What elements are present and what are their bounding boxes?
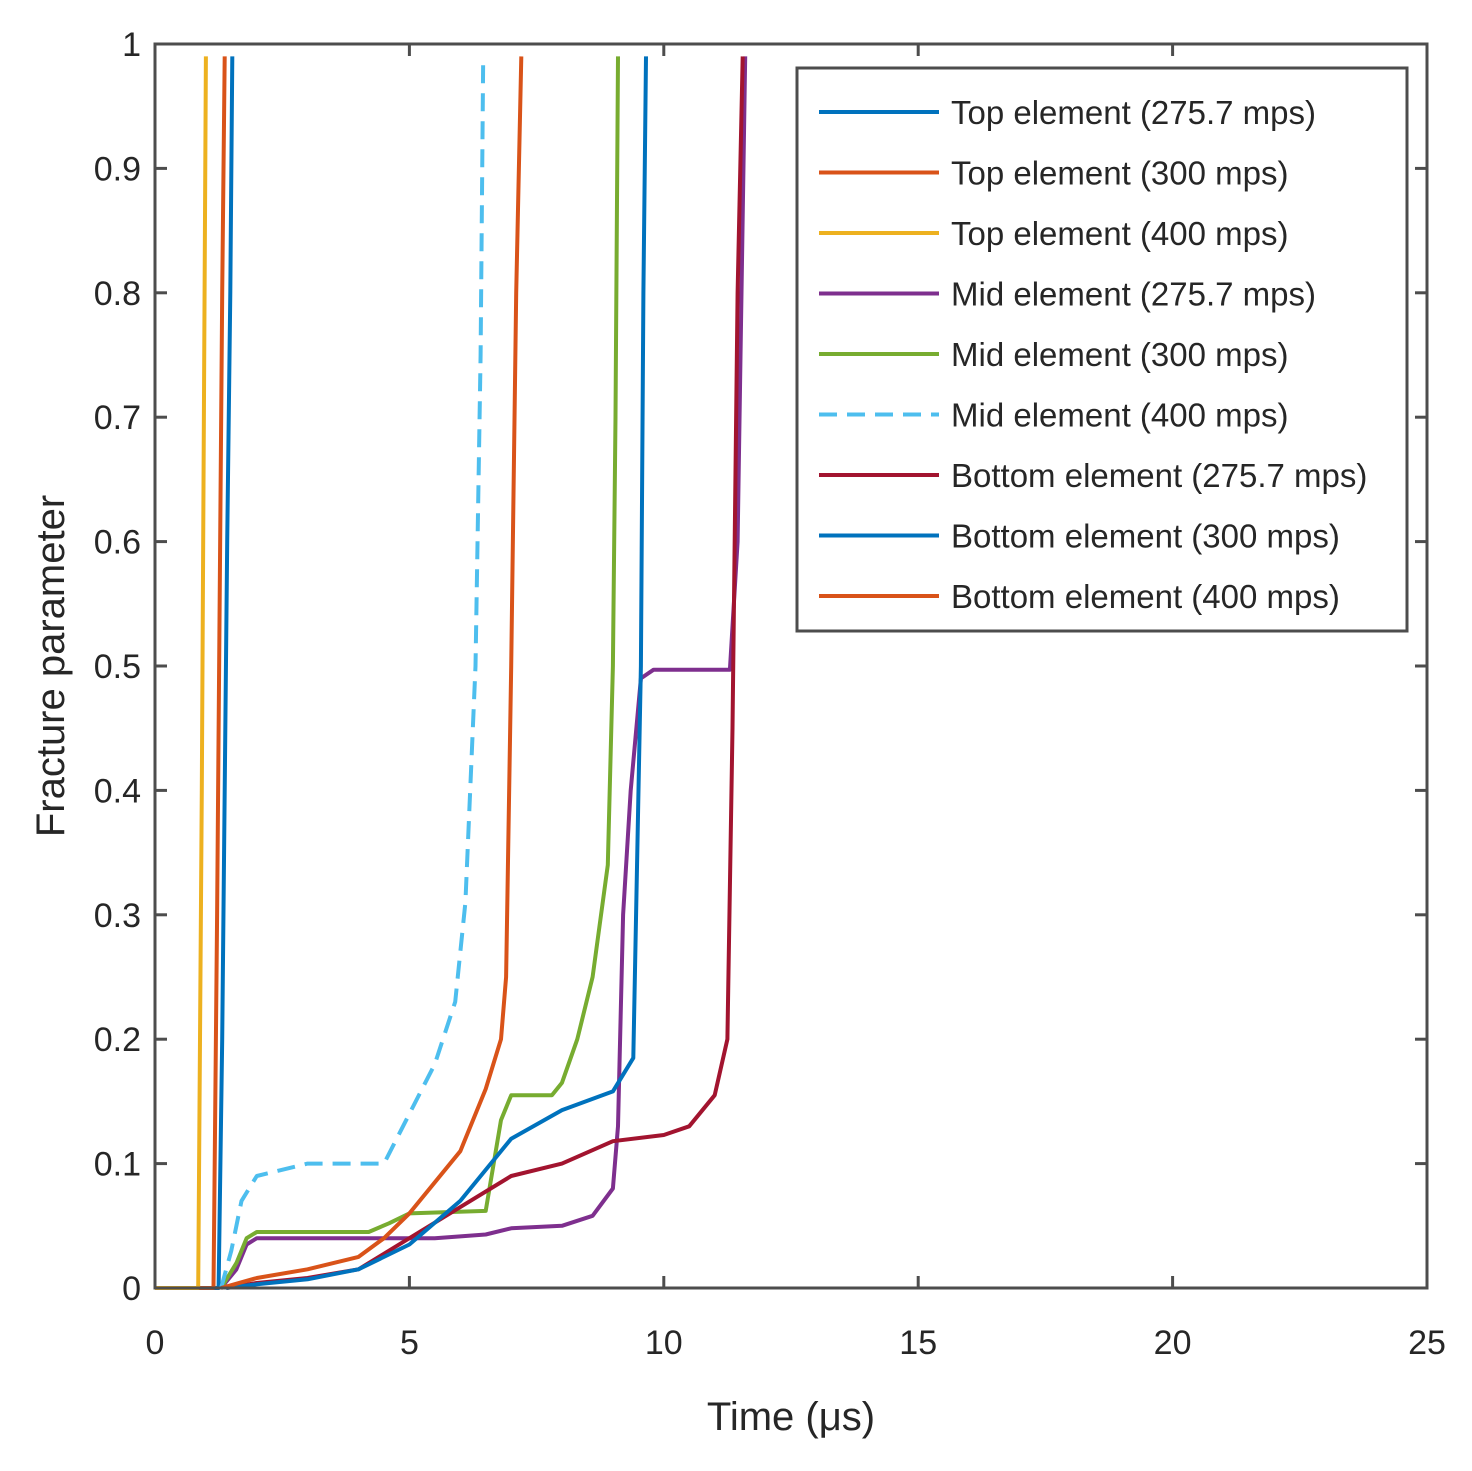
legend-label-9: Bottom element (400 mps): [951, 578, 1340, 615]
y-axis-title: Fracture parameter: [29, 495, 73, 837]
legend-label-8: Bottom element (300 mps): [951, 518, 1340, 555]
legend-label-4: Mid element (275.7 mps): [951, 276, 1316, 313]
x-tick-label: 10: [645, 1324, 683, 1362]
legend-label-1: Top element (275.7 mps): [951, 94, 1316, 131]
x-tick-label: 0: [146, 1324, 165, 1362]
legend-label-5: Mid element (300 mps): [951, 336, 1288, 373]
x-axis-title: Time (μs): [707, 1395, 875, 1439]
y-tick-label: 1: [122, 26, 141, 64]
x-tick-label: 20: [1154, 1324, 1192, 1362]
y-tick-label: 0.6: [94, 524, 141, 562]
legend-label-2: Top element (300 mps): [951, 155, 1289, 192]
legend-label-6: Mid element (400 mps): [951, 397, 1288, 434]
y-tick-label: 0.1: [94, 1146, 141, 1184]
y-tick-label: 0.3: [94, 897, 141, 935]
y-tick-label: 0.2: [94, 1021, 141, 1059]
y-tick-label: 0: [122, 1270, 141, 1308]
y-tick-label: 0.5: [94, 648, 141, 686]
x-tick-label: 15: [899, 1324, 937, 1362]
y-tick-label: 0.7: [94, 399, 141, 437]
y-tick-label: 0.9: [94, 150, 141, 188]
series-line-8: [225, 56, 648, 1290]
x-tick-label: 25: [1408, 1324, 1446, 1362]
x-tick-label: 5: [400, 1324, 419, 1362]
series-line-9: [220, 56, 524, 1290]
y-tick-label: 0.8: [94, 275, 141, 313]
legend-label-3: Top element (400 mps): [951, 215, 1289, 252]
series-line-6: [219, 56, 486, 1289]
series-line-5: [219, 56, 620, 1290]
series-line-4: [219, 56, 748, 1290]
legend-label-7: Bottom element (275.7 mps): [951, 457, 1367, 494]
y-tick-label: 0.4: [94, 772, 141, 810]
